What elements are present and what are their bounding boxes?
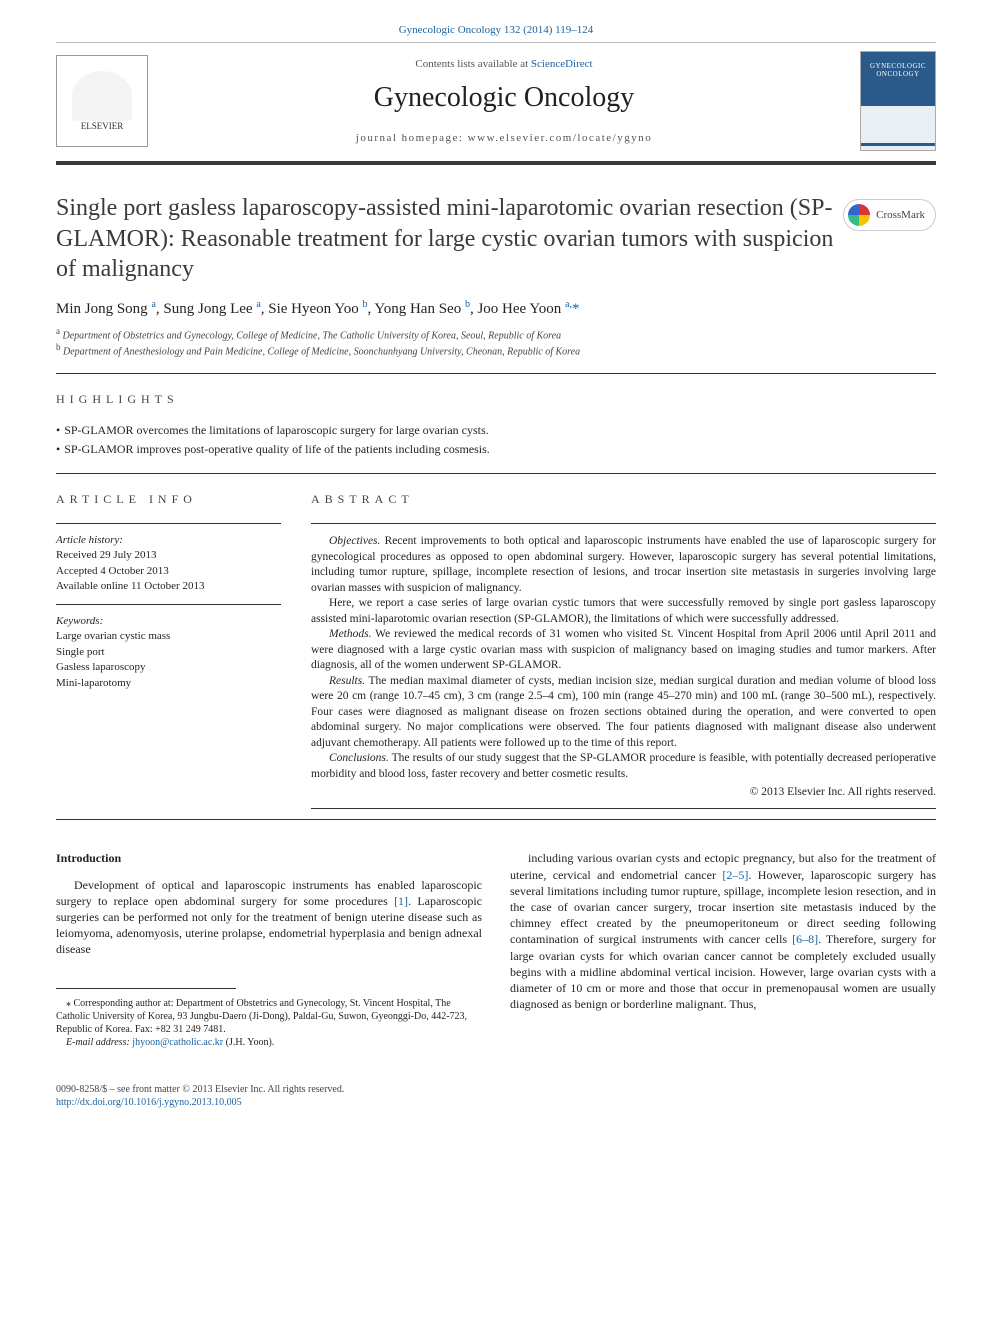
article-info-panel: ARTICLE INFO Article history: Received 2… [56,492,281,819]
page-footer: 0090-8258/$ – see front matter © 2013 El… [56,1083,936,1109]
intro-heading: Introduction [56,850,482,866]
corresponding-author-note: ⁎ Corresponding author at: Department of… [56,997,482,1036]
cite-link[interactable]: [6–8] [792,932,818,946]
crossmark-label: CrossMark [876,209,925,221]
rule [56,523,281,524]
footnotes: ⁎ Corresponding author at: Department of… [56,997,482,1049]
intro-para-2: including various ovarian cysts and ecto… [510,850,936,1012]
history-label: Article history: [56,534,281,546]
journal-cover-thumb: GYNECOLOGIC ONCOLOGY [860,51,936,151]
contents-line: Contents lists available at ScienceDirec… [168,58,840,70]
crossmark-icon [848,204,870,226]
rule [56,819,936,820]
highlights-list: •SP-GLAMOR overcomes the limitations of … [56,421,936,459]
footnote-rule [56,988,236,989]
abstract-body: Objectives. Recent improvements to both … [311,534,936,782]
history-lines: Received 29 July 2013Accepted 4 October … [56,548,281,594]
elsevier-tree-icon [72,71,132,121]
publisher-logo: ELSEVIER [56,55,148,147]
keywords-list: Large ovarian cystic massSingle portGasl… [56,629,281,691]
rule [311,808,936,809]
author-list: Min Jong Song a, Sung Jong Lee a, Sie Hy… [56,299,936,318]
crossmark-badge[interactable]: CrossMark [843,199,936,231]
rule [311,523,936,524]
cite-link[interactable]: [2–5] [722,868,748,882]
cite-link[interactable]: [1] [394,894,408,908]
email-link[interactable]: jhyoon@catholic.ac.kr [132,1037,223,1048]
article-title: Single port gasless laparoscopy-assisted… [56,193,836,285]
masthead: ELSEVIER Contents lists available at Sci… [56,42,936,165]
email-line: E-mail address: jhyoon@catholic.ac.kr (J… [56,1036,482,1049]
sciencedirect-link[interactable]: ScienceDirect [531,58,593,70]
journal-ref-link[interactable]: Gynecologic Oncology 132 (2014) 119–124 [0,0,992,42]
rule [56,604,281,605]
article-header: Single port gasless laparoscopy-assisted… [56,193,936,285]
abstract-panel: ABSTRACT Objectives. Recent improvements… [311,492,936,819]
journal-title: Gynecologic Oncology [168,82,840,114]
front-matter-line: 0090-8258/$ – see front matter © 2013 El… [56,1083,936,1096]
cover-ribbon [861,143,935,146]
journal-homepage: journal homepage: www.elsevier.com/locat… [168,132,840,144]
abstract-copyright: © 2013 Elsevier Inc. All rights reserved… [311,786,936,798]
masthead-center: Contents lists available at ScienceDirec… [148,58,860,144]
cover-label: GYNECOLOGIC ONCOLOGY [861,52,935,79]
rule [56,373,936,374]
affiliations: a Department of Obstetrics and Gynecolog… [56,326,936,359]
highlights-label: HIGHLIGHTS [56,392,936,407]
abstract-label: ABSTRACT [311,492,936,507]
keywords-label: Keywords: [56,615,281,627]
body-columns: Introduction Development of optical and … [56,850,936,1048]
intro-para-1: Development of optical and laparoscopic … [56,877,482,958]
doi-link[interactable]: http://dx.doi.org/10.1016/j.ygyno.2013.1… [56,1097,242,1108]
article-info-label: ARTICLE INFO [56,492,281,507]
publisher-name: ELSEVIER [81,121,124,131]
